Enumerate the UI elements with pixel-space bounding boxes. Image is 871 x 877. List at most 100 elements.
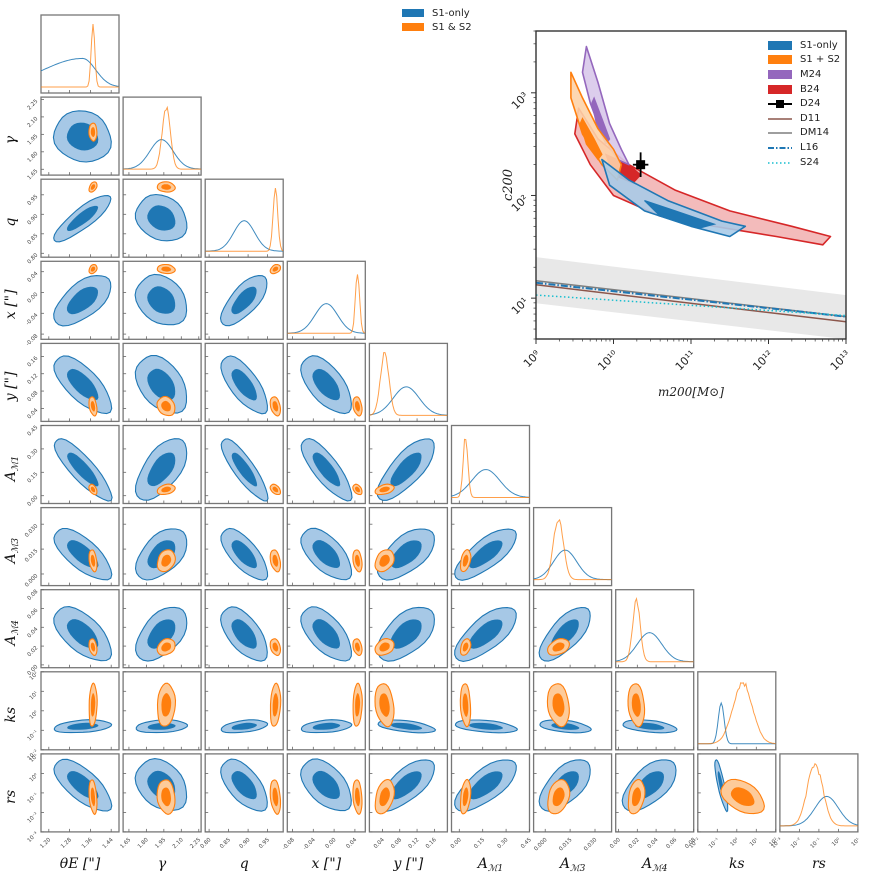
panel-AM3-thetaE xyxy=(40,506,120,587)
panel-rs-q xyxy=(204,753,284,833)
contour-1sigma-s1-only xyxy=(147,619,176,649)
contour-1sigma-s1-only xyxy=(390,452,422,487)
panel-content xyxy=(220,438,282,502)
y-tick-label: 0.45 xyxy=(27,424,40,437)
contour-1sigma-s1-s2 xyxy=(90,184,96,190)
contour-1sigma-s1-s2 xyxy=(272,401,279,412)
inset-legend-item: M24 xyxy=(768,67,840,82)
panel-content xyxy=(697,682,776,745)
panel-AM1-q xyxy=(204,424,284,505)
inset-legend-item: S1-only xyxy=(768,38,840,53)
contour-1sigma-s1-s2 xyxy=(462,554,469,567)
panel-content xyxy=(53,438,113,502)
y-tick-label: 0.95 xyxy=(27,194,40,207)
x-tick-label: 1.36 xyxy=(81,837,94,850)
x-tick-label: 10⁰ xyxy=(729,836,741,848)
y-tick-label: 0.30 xyxy=(27,448,40,461)
x-tick-label: 0.030 xyxy=(583,837,599,853)
panel-ks-thetaE xyxy=(40,671,120,751)
x-tick-label: 0.06 xyxy=(665,837,678,850)
panel-rs-y xyxy=(368,753,449,833)
x-tick-label: 0.12 xyxy=(408,837,421,850)
legend-swatch-s1-only xyxy=(402,9,424,17)
legend-swatch-s1-only xyxy=(768,40,792,50)
contour-1sigma-s1-only xyxy=(147,452,176,487)
subscript: ℳ4 xyxy=(11,620,21,636)
x-tick-label: 0.85 xyxy=(219,837,232,850)
contour-1sigma-s1-s2 xyxy=(552,642,565,652)
y-tick-label: 10⁻³ xyxy=(26,830,40,844)
contour-1sigma-s1-only xyxy=(147,205,176,231)
contour-1sigma-s1-s2 xyxy=(272,693,279,717)
histogram-s1-only xyxy=(41,57,119,87)
subscript: ℳ1 xyxy=(11,456,21,471)
y-tick-label: 10¹ xyxy=(28,690,39,701)
panel-content xyxy=(300,758,363,815)
panel-y-thetaE xyxy=(40,342,120,423)
contour-1sigma-s1-s2 xyxy=(90,787,96,807)
inset-legend-item: L16 xyxy=(768,140,840,155)
panel-AM4-AM4 xyxy=(615,589,695,669)
contour-1sigma-s1-s2 xyxy=(355,486,360,493)
panel-AM3-x xyxy=(286,506,366,587)
x-tick-label: 0.04 xyxy=(373,837,386,850)
panel-ks-y xyxy=(368,671,449,751)
y-tick-label: 0.85 xyxy=(27,233,40,246)
panel-rs-gamma xyxy=(122,753,202,833)
contour-1sigma-s1-s2 xyxy=(90,693,96,717)
panel-ks-AM3 xyxy=(532,671,613,751)
contour-1sigma-s1-only xyxy=(312,619,340,649)
panel-content xyxy=(454,759,517,815)
panel-content xyxy=(300,682,363,734)
legend-label: DM14 xyxy=(800,127,830,139)
panel-content xyxy=(134,355,188,417)
panel-AM3-gamma xyxy=(122,506,202,587)
panel-AM3-AM1 xyxy=(450,506,531,587)
panel-content xyxy=(779,762,858,827)
y-tick-label: -0.04 xyxy=(25,312,40,327)
legend-label: S1-only xyxy=(800,39,838,51)
contour-1sigma-s1-s2 xyxy=(355,554,360,567)
panel-y-x xyxy=(286,342,366,423)
y-axis-label-AM3: Aℳ3 xyxy=(3,538,21,566)
y-tick-label: 10⁰ xyxy=(28,709,40,721)
x-tick-label: 1.28 xyxy=(60,837,73,850)
panel-content xyxy=(621,759,677,815)
x-tick-label: 0.04 xyxy=(345,837,358,850)
x-tick-label: 0.95 xyxy=(258,837,271,850)
y-axis-label-q: q xyxy=(3,218,19,227)
x-tick-label: 10⁻¹ xyxy=(707,836,721,850)
panel-rs-x xyxy=(286,753,366,833)
panel-content xyxy=(220,758,282,816)
x-axis-label-AM4: Aℳ4 xyxy=(640,856,668,874)
contour-1sigma-s1-only xyxy=(231,619,257,649)
x-axis-label-q: q xyxy=(240,856,249,872)
panel-content xyxy=(134,528,188,581)
inset-legend-item: D24 xyxy=(768,96,840,111)
contour-1sigma-s1-s2 xyxy=(355,787,360,807)
panel-AM3-y xyxy=(368,506,449,587)
x-tick-label: 1.65 xyxy=(119,837,132,850)
legend-label: D11 xyxy=(800,112,821,124)
y-tick-label: 0.08 xyxy=(27,589,40,602)
contour-1sigma-s1-only xyxy=(312,368,340,401)
panel-content xyxy=(52,110,112,163)
legend-swatch-s1-s2 xyxy=(768,55,792,65)
legend-swatch-b24 xyxy=(768,84,792,94)
panel-content xyxy=(135,606,188,662)
panel-content xyxy=(454,528,517,581)
contour-1sigma-s1-s2 xyxy=(90,642,96,652)
panel-AM4-y xyxy=(368,589,449,669)
contour-1sigma-s1-s2 xyxy=(272,266,279,272)
panel-content xyxy=(374,438,435,501)
contour-1sigma-s1-s2 xyxy=(379,554,390,567)
x-tick-label: 0.015 xyxy=(558,837,574,853)
panel-frame xyxy=(40,671,120,751)
histogram-s1-s2 xyxy=(205,188,284,252)
x-tick-label: 10⁻² xyxy=(688,836,702,850)
panel-content xyxy=(533,518,612,581)
histogram-s1-only xyxy=(369,386,448,416)
inset-legend-item: S1 + S2 xyxy=(768,53,840,68)
contour-1sigma-s1-s2 xyxy=(355,693,361,717)
